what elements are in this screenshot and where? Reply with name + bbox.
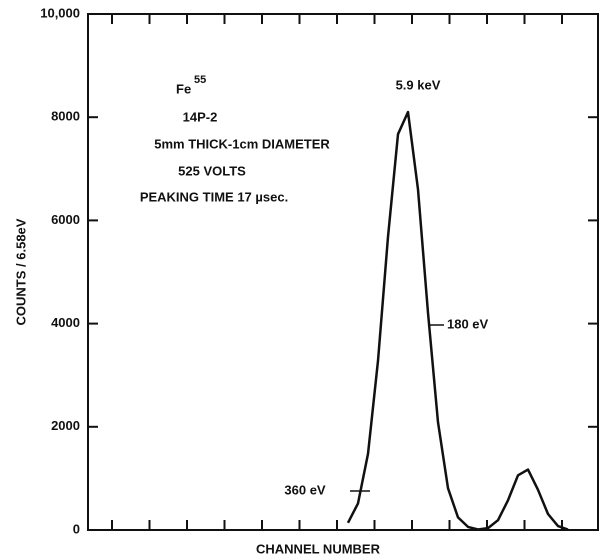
y-tick-label: 0 — [73, 521, 80, 536]
annotation: 5.9 keV — [396, 77, 441, 92]
y-tick-label: 2000 — [51, 418, 80, 433]
y-tick-label: 10,000 — [40, 5, 80, 20]
annotation: 5mm THICK-1cm DIAMETER — [154, 136, 330, 151]
annotation: PEAKING TIME 17 µsec. — [140, 189, 288, 204]
y-tick-label: 8000 — [51, 109, 80, 124]
annotation: 360 eV — [284, 482, 326, 497]
plot-frame — [87, 13, 599, 531]
annotation: 14P-2 — [183, 109, 218, 124]
annotation: Fe — [176, 81, 191, 96]
y-tick-label: 6000 — [51, 212, 80, 227]
y-axis-label: COUNTS / 6.58eV — [13, 218, 28, 325]
annotation: 55 — [194, 74, 206, 86]
y-tick-label: 4000 — [51, 315, 80, 330]
annotation: 180 eV — [447, 316, 489, 331]
annotation: 525 VOLTS — [178, 163, 246, 178]
x-axis-label: CHANNEL NUMBER — [256, 541, 381, 556]
spectrum-line — [346, 110, 569, 531]
